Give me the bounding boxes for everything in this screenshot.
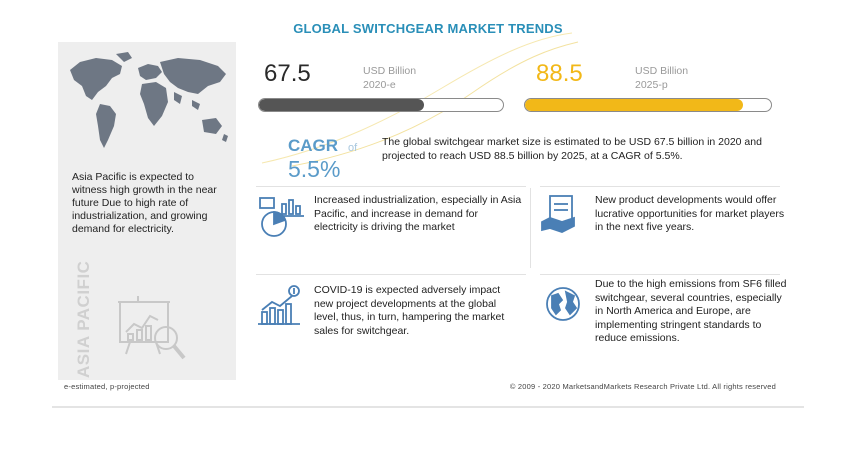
market-summary: The global switchgear market size is est… — [382, 136, 762, 162]
kpi-2025-value: 88.5 — [536, 60, 583, 87]
kpi-2025-unit: USD Billion 2025-p — [635, 65, 689, 91]
cagr-of: of — [348, 142, 358, 154]
divider — [256, 274, 526, 275]
footnote: e-estimated, p-projected — [64, 382, 150, 391]
industry-analytics-icon — [259, 197, 304, 237]
point-product-developments: New product developments would offer luc… — [595, 194, 785, 233]
region-description: Asia Pacific is expected to witness high… — [72, 171, 217, 235]
product-development-icon — [541, 195, 575, 233]
kpi-2025-bar — [524, 98, 772, 112]
divider — [540, 274, 780, 275]
kpi-2025-bar-fill — [525, 99, 743, 111]
divider — [540, 186, 780, 187]
cagr-value: 5.5% — [288, 156, 341, 182]
page-title: GLOBAL SWITCHGEAR MARKET TRENDS — [293, 21, 563, 36]
kpi-2020-bar-fill — [259, 99, 424, 111]
kpi-2020-value: 67.5 — [264, 60, 311, 87]
region-vertical-label: ASIA PACIFIC — [74, 260, 93, 378]
kpi-2020-bar — [258, 98, 504, 112]
divider — [530, 188, 531, 268]
point-covid19: COVID-19 is expected adversely impact ne… — [314, 284, 505, 337]
analytics-presentation-icon — [118, 296, 186, 360]
point-sf6-emissions: Due to the high emissions from SF6 fille… — [595, 278, 787, 344]
cagr-label: CAGR — [288, 136, 339, 155]
kpi-2020-unit: USD Billion 2020-e — [363, 65, 417, 91]
covid-impact-icon — [258, 285, 300, 325]
point-industrialization: Increased industrialization, especially … — [314, 194, 522, 233]
world-map-icon — [70, 52, 228, 148]
copyright: © 2009 - 2020 MarketsandMarkets Research… — [509, 382, 776, 391]
globe-emissions-icon — [546, 287, 580, 321]
infographic-card: GLOBAL SWITCHGEAR MARKET TRENDS Asia Pac… — [52, 8, 804, 408]
divider — [256, 186, 526, 187]
